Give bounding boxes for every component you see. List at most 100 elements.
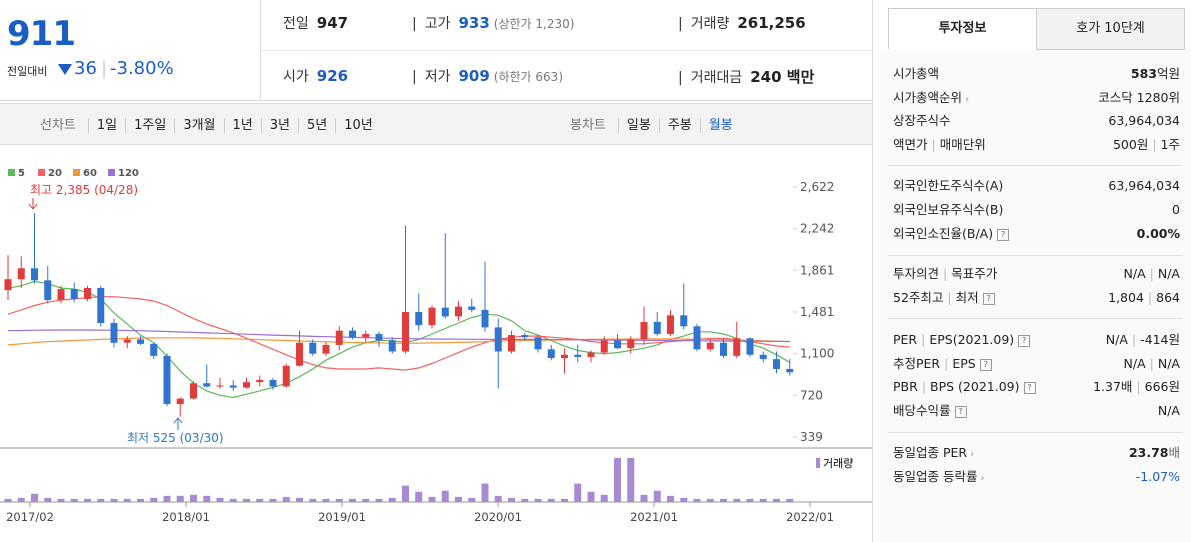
volume-bar bbox=[123, 498, 131, 502]
period[interactable]: 5년 bbox=[298, 118, 336, 133]
info-label: 매매단위 bbox=[939, 137, 986, 152]
volume-bar bbox=[640, 494, 648, 502]
info-label[interactable]: 동일업종 등락률 bbox=[893, 469, 978, 484]
x-tick-label: 2020/01 bbox=[474, 510, 522, 524]
period-active[interactable]: 월봉 bbox=[699, 118, 741, 133]
x-tick-label: 2022/01 bbox=[786, 510, 834, 524]
info-row: 동일업종 PER › 23.78배 bbox=[893, 445, 1180, 460]
info-unit: 배 bbox=[1168, 445, 1180, 460]
period[interactable]: 10년 bbox=[335, 118, 381, 133]
info-value: -1.07% bbox=[1135, 469, 1180, 484]
info-label: EPS bbox=[952, 356, 976, 371]
y-tick-label: 1,861 bbox=[800, 263, 834, 277]
volume-bar bbox=[534, 498, 542, 502]
volume-bar bbox=[375, 498, 383, 502]
info-value: N/A bbox=[1105, 332, 1128, 347]
divider bbox=[888, 255, 1183, 256]
candle-body bbox=[335, 330, 343, 345]
candle-body bbox=[375, 333, 383, 341]
info-row: 투자의견 | 목표주가 N/A | N/A bbox=[893, 266, 1180, 281]
volume-bar bbox=[600, 494, 608, 502]
volume-bar bbox=[57, 498, 65, 502]
candle-body bbox=[706, 342, 714, 350]
candle-body bbox=[256, 379, 264, 383]
row-divider bbox=[261, 50, 872, 51]
tab[interactable]: 호가 10단계 bbox=[1036, 8, 1185, 50]
info-label[interactable]: 동일업종 PER bbox=[893, 445, 968, 460]
stat-label: 저가 bbox=[424, 69, 451, 85]
stat: 전일 947 bbox=[283, 13, 348, 33]
candle-body bbox=[4, 279, 12, 291]
candle-body bbox=[693, 326, 701, 350]
info-row: 52주최고 | 최저? 1,804 | 864 bbox=[893, 290, 1180, 305]
stat: | 저가 909 (하한가 663) bbox=[412, 67, 563, 85]
candle-body bbox=[587, 352, 595, 357]
period[interactable]: 3년 bbox=[260, 118, 298, 133]
info-value: 1.37배 bbox=[1093, 379, 1133, 394]
candle-body bbox=[216, 385, 224, 387]
volume-bar bbox=[653, 490, 661, 502]
info-value: 코스닥 1280위 bbox=[1098, 90, 1180, 105]
candle-body bbox=[31, 268, 38, 281]
info-label: 외국인보유주식수(B) bbox=[893, 202, 1004, 217]
candle-body bbox=[746, 338, 754, 355]
volume-bar bbox=[468, 497, 476, 502]
info-value: 1주 bbox=[1160, 137, 1180, 152]
divider bbox=[888, 318, 1183, 319]
info-value: 0 bbox=[1172, 202, 1180, 217]
volume-bar bbox=[415, 491, 423, 502]
period[interactable]: 3개월 bbox=[174, 118, 224, 133]
info-value: N/A bbox=[1157, 403, 1180, 418]
candle-body bbox=[150, 343, 158, 356]
info-row: 상장주식수 63,964,034 bbox=[893, 111, 1180, 131]
candle-body bbox=[309, 342, 317, 354]
y-tick-label: 1,481 bbox=[800, 305, 834, 319]
tab-active[interactable]: 투자정보 bbox=[888, 8, 1037, 49]
candle-body bbox=[402, 312, 409, 352]
period[interactable]: 1주일 bbox=[125, 118, 175, 133]
candle-body bbox=[720, 342, 727, 356]
y-tick-label: 339 bbox=[800, 430, 823, 444]
volume-bar bbox=[759, 498, 767, 502]
candle-body bbox=[322, 344, 330, 354]
info-row: 외국인보유주식수(B) 0 bbox=[893, 200, 1180, 220]
candle-body bbox=[137, 339, 144, 344]
divider bbox=[888, 165, 1183, 166]
candle-body bbox=[653, 321, 661, 334]
period[interactable]: 일봉 bbox=[617, 118, 659, 133]
candle-body bbox=[773, 359, 780, 369]
candle-body bbox=[176, 398, 184, 405]
price: 911 bbox=[7, 14, 76, 54]
arrow bbox=[173, 417, 183, 430]
candle-body bbox=[534, 337, 542, 350]
candle-body bbox=[110, 323, 118, 343]
volume-bar bbox=[388, 497, 396, 502]
candle-body bbox=[229, 385, 237, 388]
info-unit: 억원 bbox=[1156, 66, 1180, 81]
volume-bar bbox=[296, 497, 303, 502]
volume-bar bbox=[31, 493, 38, 502]
volume-bar bbox=[17, 497, 25, 502]
volume-bar bbox=[733, 498, 741, 502]
period[interactable]: 1년 bbox=[223, 118, 261, 133]
candle-body bbox=[70, 289, 78, 299]
period[interactable]: 주봉 bbox=[658, 118, 700, 133]
volume-bar bbox=[627, 458, 635, 502]
volume-bar bbox=[680, 497, 688, 502]
candle-body bbox=[17, 268, 25, 280]
volume-bar bbox=[70, 498, 78, 502]
candle-body bbox=[296, 342, 303, 366]
period[interactable]: 1일 bbox=[87, 118, 126, 133]
info-value: 583 bbox=[1130, 66, 1157, 81]
volume-bar bbox=[494, 495, 502, 502]
info-row: 외국인소진율(B/A)? 0.00% bbox=[893, 224, 1180, 244]
candle-body bbox=[97, 287, 105, 324]
arrow bbox=[28, 198, 38, 210]
stat-extra: (상한가 1,230) bbox=[493, 17, 575, 31]
ma-line bbox=[7, 296, 790, 371]
candle-body bbox=[627, 339, 635, 349]
info-label[interactable]: 시가총액순위 bbox=[893, 90, 963, 105]
volume-bar bbox=[508, 497, 515, 502]
candle-body bbox=[388, 340, 396, 352]
info-label: 52주최고 bbox=[893, 290, 944, 305]
